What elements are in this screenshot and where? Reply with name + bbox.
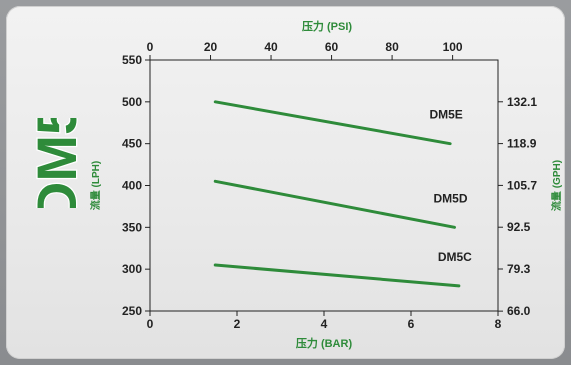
series-label-dm5e: DM5E: [429, 108, 462, 122]
y-right-tick-label: 105.7: [507, 178, 537, 192]
x-bottom-tick-label: 0: [147, 317, 154, 331]
y-left-tick-label: 300: [122, 262, 142, 276]
x-bottom-tick-label: 8: [495, 317, 502, 331]
x-top-tick-label: 20: [204, 40, 218, 54]
series-line-dm5c: [213, 263, 461, 288]
y-right-tick-label: 79.3: [507, 262, 531, 276]
y-right-tick-label: 92.5: [507, 220, 531, 234]
y-left-axis-title: 流量 (LPH): [89, 161, 102, 210]
y-left-tick-label: 350: [122, 220, 142, 234]
y-right-tick-label: 66.0: [507, 304, 531, 318]
x-top-tick-label: 100: [443, 40, 463, 54]
y-left-tick-label: 550: [122, 53, 142, 67]
x-bottom-axis-title: 压力 (BAR): [296, 336, 353, 350]
y-left-tick-label: 500: [122, 95, 142, 109]
series-label-dm5d: DM5D: [433, 191, 467, 205]
y-right-tick-label: 132.1: [507, 95, 537, 109]
x-top-tick-label: 60: [325, 40, 339, 54]
y-right-tick-label: 118.9: [507, 137, 537, 151]
y-left-tick-label: 450: [122, 137, 142, 151]
y-left-tick-label: 250: [122, 304, 142, 318]
series-label-dm5c: DM5C: [438, 250, 472, 264]
x-top-tick-label: 0: [147, 40, 154, 54]
y-left-tick-label: 400: [122, 179, 142, 193]
series-line-dm5e: [213, 100, 452, 146]
y-right-axis-title: 流量 (GPH): [550, 160, 563, 211]
series-line-dm5d: [213, 179, 456, 229]
x-bottom-tick-label: 6: [408, 317, 415, 331]
x-top-axis-title: 压力 (PSI): [302, 19, 352, 33]
x-bottom-tick-label: 2: [234, 317, 241, 331]
model-label-graphic: DM5: [24, 118, 90, 208]
x-top-tick-label: 40: [264, 40, 278, 54]
x-bottom-tick-label: 4: [321, 317, 328, 331]
chart-panel: [6, 6, 565, 359]
model-label: DM5: [25, 118, 88, 208]
x-top-tick-label: 80: [385, 40, 399, 54]
